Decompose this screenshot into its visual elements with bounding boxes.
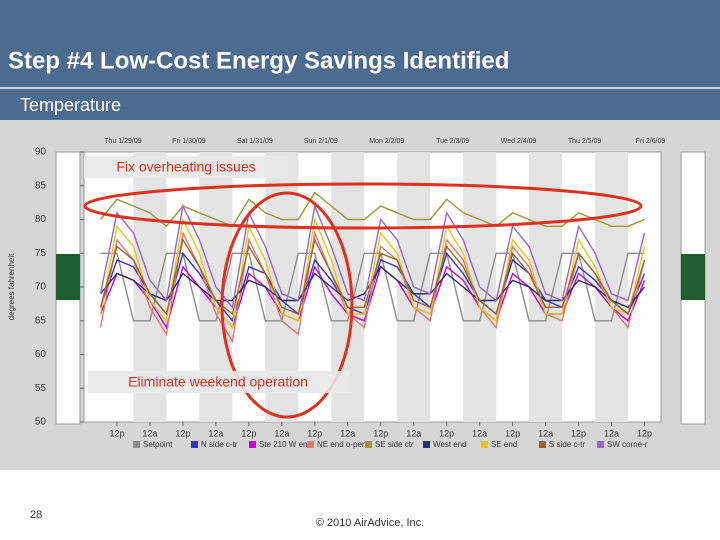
annotation-box	[84, 156, 288, 178]
y-axis-label: degrees fahrenheit	[7, 253, 16, 320]
x-tick-label: 12a	[538, 428, 553, 438]
legend-label: Setpoint	[143, 440, 173, 449]
y-tick-label: 90	[35, 147, 47, 158]
date-label: Wed 2/4/09	[501, 138, 537, 145]
date-label: Tue 2/3/09	[436, 138, 469, 145]
x-tick-label: 12p	[373, 428, 388, 438]
series-line	[99, 237, 646, 316]
x-tick-label: 12p	[505, 428, 520, 438]
legend-label: SE end	[491, 440, 517, 449]
legend-label: SE side ctr	[375, 440, 414, 449]
legend-swatch	[191, 441, 198, 448]
series-line	[99, 216, 646, 330]
legend-swatch	[365, 441, 372, 448]
x-tick-label: 12a	[604, 428, 619, 438]
x-tick-label: 12a	[472, 428, 487, 438]
annotation: Eliminate weekend operation	[128, 374, 308, 390]
x-tick-label: 12a	[274, 428, 289, 438]
page-number: 28	[30, 509, 42, 521]
header-bar	[0, 0, 720, 120]
y-tick-label: 50	[35, 417, 47, 428]
series-line	[99, 230, 646, 343]
legend-swatch	[481, 441, 488, 448]
y-tick-label: 85	[35, 180, 47, 191]
date-label: Thu 2/5/09	[568, 138, 602, 145]
x-tick-label: 12p	[439, 428, 454, 438]
date-label: Thu 1/29/09	[104, 138, 141, 145]
night-band	[529, 152, 563, 422]
legend-swatch	[423, 441, 430, 448]
legend-label: SW corne-r	[607, 440, 648, 449]
y-tick-label: 75	[35, 248, 47, 259]
date-label: Sun 2/1/09	[304, 138, 338, 145]
x-tick-label: 12a	[208, 428, 223, 438]
date-label: Sat 1/31/09	[237, 138, 273, 145]
x-tick-label: 12p	[241, 428, 256, 438]
legend-label: S side c-tr	[549, 440, 585, 449]
legend-label: Ste 210 W end	[259, 440, 312, 449]
side-bar-indicator	[681, 254, 705, 300]
y-tick-label: 80	[35, 214, 47, 225]
x-tick-label: 12a	[142, 428, 157, 438]
annotation-box	[88, 371, 350, 393]
x-tick-label: 12p	[175, 428, 190, 438]
legend-swatch	[133, 441, 140, 448]
annotation: Fix overheating issues	[116, 159, 255, 175]
x-tick-label: 12p	[109, 428, 124, 438]
legend-swatch	[539, 441, 546, 448]
x-tick-label: 12p	[307, 428, 322, 438]
legend-swatch	[597, 441, 604, 448]
x-tick-label: 12p	[637, 428, 652, 438]
slide-title: Step #4 Low-Cost Energy Savings Identifi…	[8, 47, 509, 74]
series-line	[100, 252, 645, 322]
legend-swatch	[249, 441, 256, 448]
y-tick-label: 55	[35, 383, 47, 394]
date-label: Fri 2/6/09	[636, 138, 666, 145]
y-tick-label: 65	[35, 315, 47, 326]
x-tick-label: 12a	[340, 428, 355, 438]
y-tick-label: 60	[35, 349, 47, 360]
x-tick-label: 12a	[406, 428, 421, 438]
highlight-ellipse	[83, 182, 643, 230]
date-label: Mon 2/2/09	[369, 138, 404, 145]
legend-label: West end	[433, 440, 467, 449]
date-label: Fri 1/30/09	[172, 138, 206, 145]
slide-subtitle: Temperature	[20, 95, 121, 115]
highlight-ellipse	[220, 191, 354, 419]
copyright: © 2010 AirAdvice, Inc.	[316, 517, 424, 529]
y-tick-label: 70	[35, 282, 47, 293]
legend-label: N side c-tr	[201, 440, 238, 449]
x-tick-label: 12p	[571, 428, 586, 438]
series-line	[99, 191, 645, 228]
legend-label: NE end o-pen	[317, 440, 366, 449]
legend-swatch	[307, 441, 314, 448]
side-bar-indicator	[56, 254, 80, 300]
